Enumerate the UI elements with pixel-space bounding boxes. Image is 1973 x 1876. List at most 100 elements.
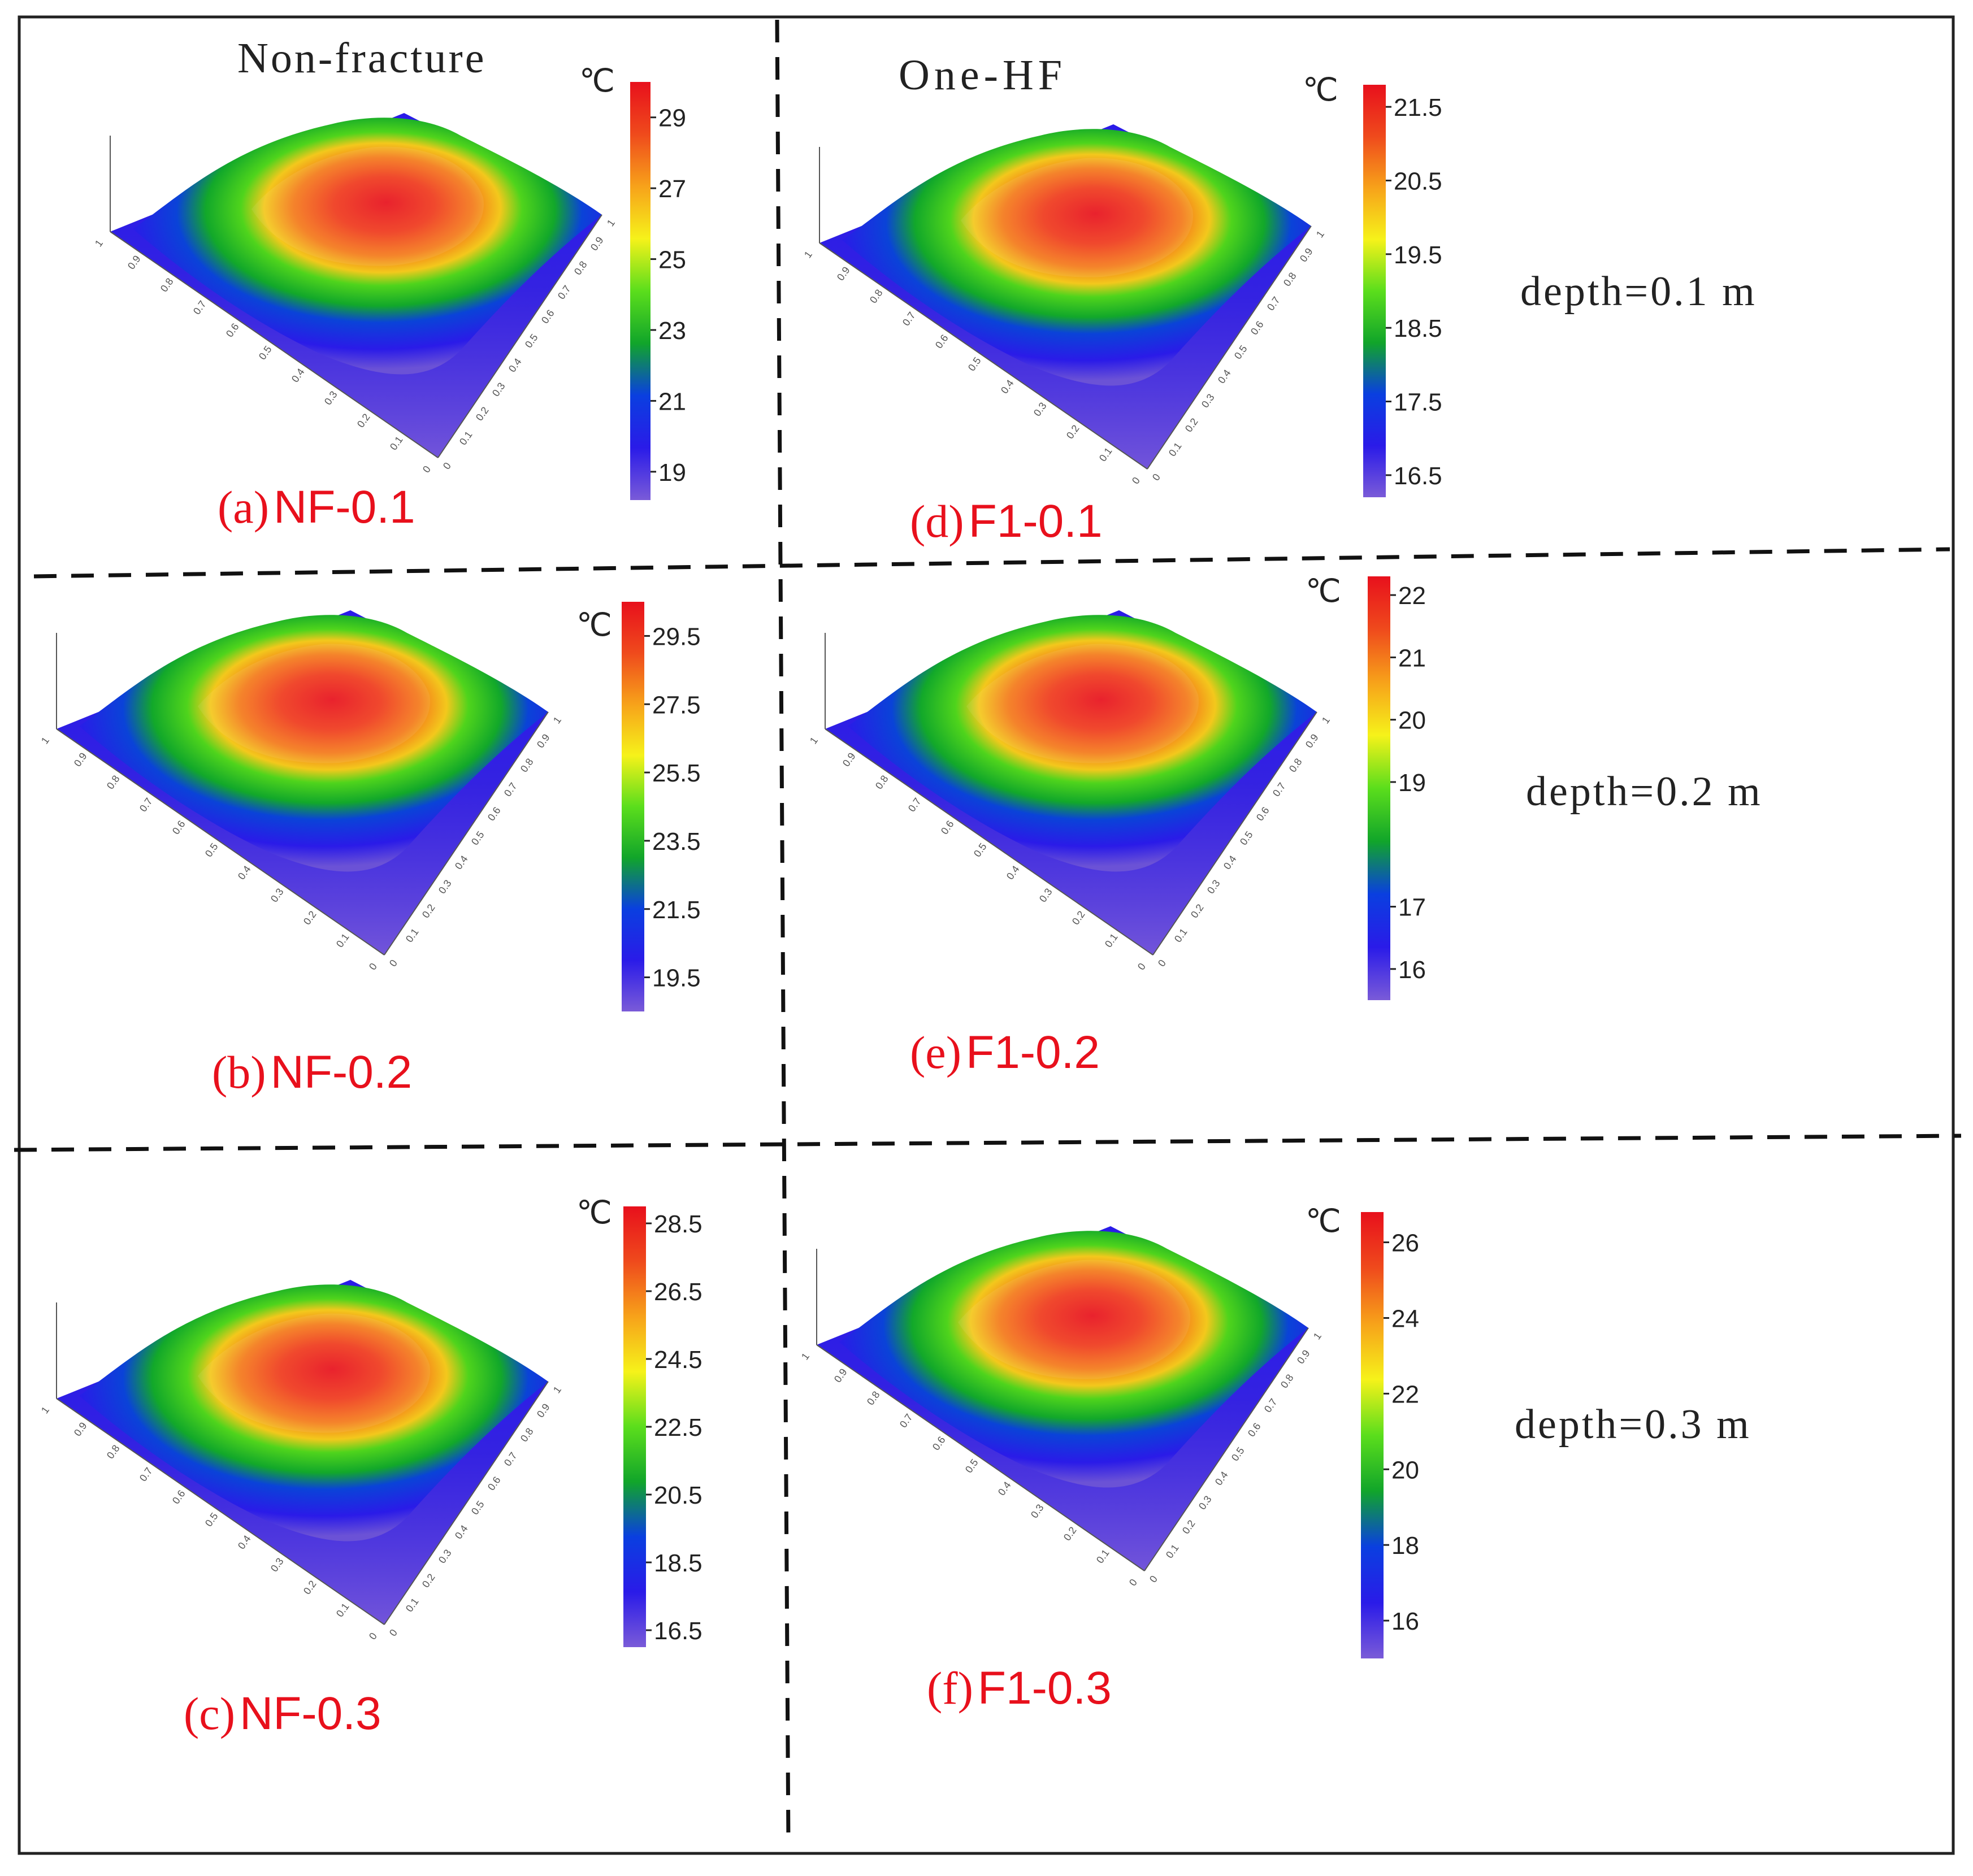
panel-caption: (f)F1-0.3 [927, 1662, 1112, 1714]
x-tick-label: 0.9 [1295, 1348, 1312, 1366]
x-tick-label: 0.4 [453, 1523, 470, 1541]
x-tick-label: 0.6 [539, 307, 557, 325]
x-tick-label: 0.6 [1248, 319, 1266, 337]
panel-caption: (d)F1-0.1 [910, 496, 1103, 547]
panel-caption: (a)NF-0.1 [218, 481, 415, 533]
colorbar-tick-label: 28.5 [654, 1210, 703, 1238]
y-tick-label: 0.5 [203, 1510, 220, 1528]
y-tick-label: 0.4 [996, 1479, 1013, 1497]
colorbar-tick-label: 22 [1398, 582, 1426, 610]
surface-plot: 0 0 0.1 0.1 0.2 0.2 0.3 0.3 0.4 0.4 0.5 0.5 0.6 0.6 0.… [93, 113, 617, 475]
y-tick-label: 0.8 [105, 773, 122, 791]
x-tick-label: 0.4 [1216, 367, 1233, 385]
colorbar-tick-label: 20 [1398, 707, 1426, 735]
temperature-dome [79, 1284, 548, 1541]
column-header-non-fracture: Non-fracture [237, 34, 486, 82]
x-tick-label: 0.2 [1189, 902, 1206, 920]
colorbar-tick-label: 20 [1391, 1456, 1419, 1484]
x-tick-label: 0 [387, 958, 400, 969]
colorbar-unit: ℃ [576, 1196, 612, 1231]
x-tick-label: 0.9 [1298, 246, 1315, 264]
x-tick-label: 0.2 [420, 902, 437, 920]
surface-plot: 0 0 0.1 0.1 0.2 0.2 0.3 0.3 0.4 0.4 0.5 0.5 0.6 0.6 0.… [39, 1280, 563, 1642]
y-tick-label: 0.2 [301, 1578, 319, 1596]
y-tick-label: 0.4 [236, 863, 253, 881]
x-axis [384, 1381, 549, 1625]
y-tick-label: 0 [1130, 475, 1142, 487]
x-tick-label: 0.4 [453, 853, 470, 871]
y-tick-label: 0.1 [334, 931, 352, 949]
x-tick-label: 0.8 [1278, 1372, 1296, 1390]
y-axis [825, 728, 1154, 956]
panels: 0 00.1 0.10.2 0.20.3 0.30.40.40.50.50.60.60.… [39, 64, 1442, 1739]
vertical-separator [775, 19, 791, 1845]
x-tick-label: 0.3 [490, 380, 508, 398]
y-axis [56, 1398, 385, 1625]
colorbar-tick-label: 18 [1391, 1532, 1419, 1560]
panel-caption: (b)NF-0.2 [212, 1046, 412, 1098]
x-tick-label: 0.5 [523, 332, 540, 350]
y-tick-label: 0 [1127, 1577, 1139, 1588]
x-tick-label: 0.2 [474, 405, 491, 423]
x-tick-label: 0.9 [588, 234, 606, 253]
y-tick-label: 0.7 [137, 796, 155, 814]
panel-b: 0 0 0.1 0.1 0.2 0.2 0.3 0.3 0.4 0.4 0.5 0.5 0.6 0.6 0.… [39, 602, 701, 1098]
colorbar-unit: ℃ [576, 608, 612, 643]
panel-e: 0 0 0.1 0.1 0.2 0.2 0.3 0.3 0.4 0.4 0.5 0.5 0.6 0.6 0.… [808, 574, 1426, 1078]
x-tick-label: 0.3 [436, 1547, 454, 1565]
colorbar-tick-label: 27 [658, 175, 686, 203]
x-tick-label: 0.5 [1229, 1445, 1247, 1463]
y-tick-label: 1 [93, 238, 105, 249]
panel-prefix: (e) [910, 1027, 961, 1078]
y-tick-label: 0.4 [289, 366, 307, 384]
y-tick-label: 0.7 [900, 310, 918, 328]
y-tick-label: 1 [39, 735, 51, 746]
panel-name: NF-0.1 [274, 481, 415, 533]
y-tick-label: 0.6 [170, 1488, 188, 1506]
x-tick-label: 0.6 [1246, 1421, 1263, 1439]
temperature-dome [839, 1231, 1308, 1488]
x-tick-label: 0 [1147, 1574, 1160, 1585]
colorbar-tick-label: 29 [658, 105, 686, 132]
x-tick-label: 0.5 [1232, 343, 1250, 361]
x-tick-label: 0.3 [436, 878, 454, 896]
colorbar-tick-label: 16.5 [1394, 462, 1442, 490]
x-tick-label: 0.7 [502, 1450, 519, 1468]
y-tick-label: 0.6 [930, 1434, 948, 1452]
surface-plot: 0 0 0.1 0.1 0.2 0.2 0.3 0.3 0.4 0.4 0.5 0.5 0.6 0.6 0.… [802, 124, 1326, 486]
x-tick-label: 0.8 [518, 1426, 536, 1444]
x-axis [1144, 1327, 1309, 1571]
x-tick-label: 0.2 [1183, 416, 1200, 434]
y-tick-label: 0.6 [170, 818, 188, 836]
y-tick-label: 0.6 [939, 818, 956, 836]
x-tick-label: 0.1 [1172, 926, 1190, 944]
y-tick-label: 1 [799, 1351, 812, 1362]
temperature-dome [79, 615, 548, 872]
x-tick-label: 0.6 [1254, 805, 1272, 823]
x-tick-label: 0.2 [420, 1571, 437, 1590]
x-tick-label: 0.4 [1221, 853, 1239, 871]
x-tick-label: 0.6 [485, 1474, 503, 1492]
y-tick-label: 0.4 [1004, 863, 1022, 881]
y-tick-label: 0.1 [388, 434, 405, 452]
y-tick-label: 1 [802, 249, 814, 260]
surface-plot: 0 0 0.1 0.1 0.2 0.2 0.3 0.3 0.4 0.4 0.5 0.5 0.6 0.6 0.… [799, 1226, 1324, 1588]
x-tick-label: 0.5 [469, 1499, 487, 1517]
surface-plot: 0 0 0.1 0.1 0.2 0.2 0.3 0.3 0.4 0.4 0.5 0.5 0.6 0.6 0.… [808, 610, 1332, 972]
temperature-dome [133, 118, 602, 375]
panel-name: F1-0.3 [978, 1662, 1112, 1714]
colorbar-unit: ℃ [1303, 73, 1338, 108]
x-tick-label: 0.1 [404, 926, 421, 944]
x-tick-label: 0.7 [1265, 294, 1282, 312]
y-tick-label: 0.8 [158, 276, 176, 294]
y-tick-label: 0.5 [963, 1457, 981, 1475]
y-tick-label: 0.9 [840, 750, 858, 768]
y-tick-label: 0.6 [933, 332, 951, 350]
y-tick-label: 0.1 [1097, 445, 1115, 463]
x-tick-label: 0.1 [1167, 440, 1184, 458]
colorbar-tick-label: 17.5 [1394, 389, 1442, 416]
y-tick-label: 0.9 [72, 750, 89, 768]
x-tick-label: 1 [1311, 1331, 1324, 1342]
panel-name: F1-0.1 [969, 496, 1103, 547]
y-tick-label: 0.4 [236, 1533, 253, 1551]
